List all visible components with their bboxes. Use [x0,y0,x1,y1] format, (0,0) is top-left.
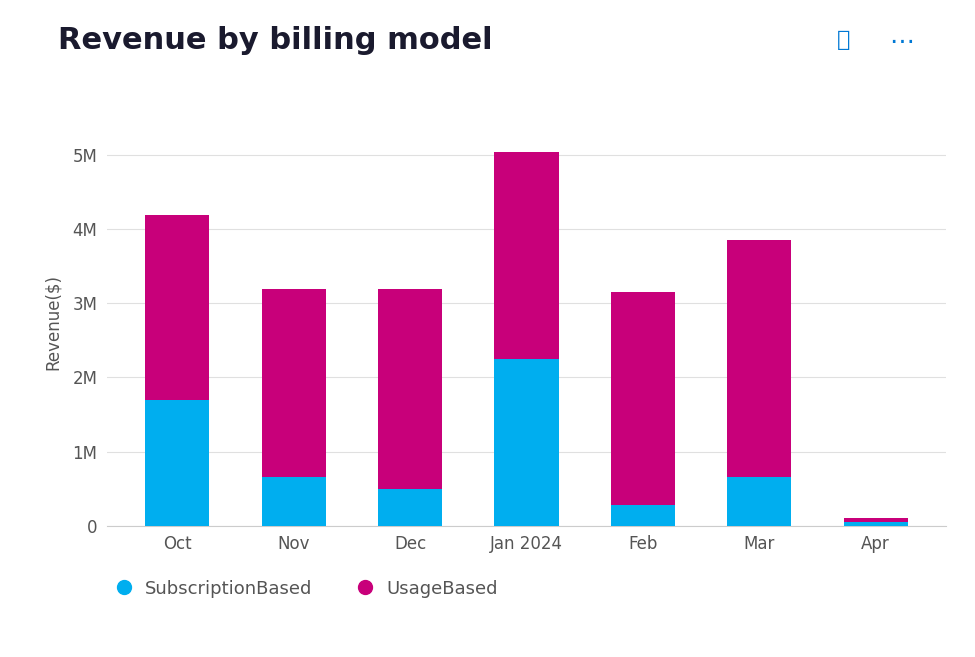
Bar [843,518,908,522]
Bar [727,478,792,526]
Bar [494,359,559,526]
Bar [494,152,559,359]
Bar [145,215,210,399]
Bar [611,292,675,505]
Text: Revenue by billing model: Revenue by billing model [58,26,493,55]
Bar [843,522,908,526]
Bar [378,489,442,526]
Bar [727,240,792,478]
Text: ⋯: ⋯ [889,30,915,54]
Legend: SubscriptionBased, UsageBased: SubscriptionBased, UsageBased [116,579,498,598]
Bar [611,505,675,526]
Bar [261,478,326,526]
Bar [145,399,210,526]
Bar [261,288,326,478]
Y-axis label: Revenue($): Revenue($) [44,274,61,370]
Bar [378,288,442,489]
Text: ⓘ: ⓘ [837,30,850,49]
